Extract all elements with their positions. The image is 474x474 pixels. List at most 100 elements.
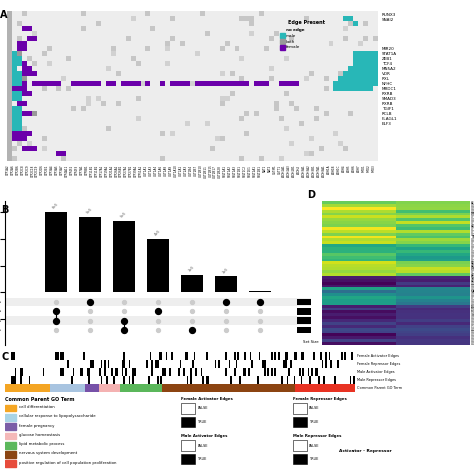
Text: CYP1A2: CYP1A2 xyxy=(6,165,9,175)
Bar xyxy=(293,403,307,414)
Point xyxy=(86,326,93,334)
Text: FMO3: FMO3 xyxy=(371,165,375,173)
Text: UGT1A9: UGT1A9 xyxy=(169,165,173,176)
Text: FALSE: FALSE xyxy=(309,444,319,447)
Bar xyxy=(5,405,16,411)
Point xyxy=(154,298,162,306)
Text: Male Repressor Edges: Male Repressor Edges xyxy=(357,378,396,383)
Text: NFHC: NFHC xyxy=(382,82,393,86)
Text: CYP21A2: CYP21A2 xyxy=(109,165,113,177)
Text: CYP19A1: CYP19A1 xyxy=(104,165,109,177)
Text: CYP11B1: CYP11B1 xyxy=(90,165,94,177)
Text: Female Activator Edges: Female Activator Edges xyxy=(0,319,1,323)
Text: MIR20: MIR20 xyxy=(382,47,394,52)
Bar xyxy=(215,276,237,292)
Text: UGT2B7: UGT2B7 xyxy=(193,165,198,176)
Bar xyxy=(293,454,307,464)
Text: Male Activator Edges: Male Activator Edges xyxy=(357,370,395,374)
Text: UGT1A8: UGT1A8 xyxy=(164,165,168,176)
Bar xyxy=(181,403,195,414)
Text: positive regulation of cell population proliferation: positive regulation of cell population p… xyxy=(18,461,116,465)
Text: SULT1E1: SULT1E1 xyxy=(248,165,252,177)
Text: UGT2B17: UGT2B17 xyxy=(213,165,217,178)
Text: SULT2A1: SULT2A1 xyxy=(253,165,257,177)
Text: female: female xyxy=(286,46,300,49)
Point xyxy=(52,298,60,306)
Text: CYP3A5: CYP3A5 xyxy=(55,165,59,175)
Text: 4e5: 4e5 xyxy=(154,229,162,237)
Bar xyxy=(293,440,307,451)
Text: UGT1A4: UGT1A4 xyxy=(154,165,158,176)
Text: CYP26A1: CYP26A1 xyxy=(114,165,118,177)
Text: CYP27A1: CYP27A1 xyxy=(124,165,128,177)
Text: CYP2C19: CYP2C19 xyxy=(36,165,39,177)
Text: STAT1A: STAT1A xyxy=(382,53,397,56)
Text: ALDH3B1: ALDH3B1 xyxy=(312,165,316,177)
Bar xyxy=(280,27,285,32)
Bar xyxy=(5,298,310,306)
Point xyxy=(52,326,60,334)
Text: TGIF1: TGIF1 xyxy=(382,107,393,111)
Text: ADH1C: ADH1C xyxy=(337,165,341,174)
Point xyxy=(222,298,229,306)
Text: D: D xyxy=(307,190,315,200)
Point xyxy=(86,298,93,306)
Text: MN5A2: MN5A2 xyxy=(382,67,396,71)
Text: CYP2D6: CYP2D6 xyxy=(40,165,44,175)
Text: ALDH2: ALDH2 xyxy=(297,165,301,174)
Bar xyxy=(5,433,16,439)
Point xyxy=(120,326,128,334)
Point xyxy=(256,308,264,315)
Text: NAT2: NAT2 xyxy=(268,165,272,172)
Point xyxy=(188,326,195,334)
Text: A: A xyxy=(0,9,7,20)
Text: Male Repressor Edges: Male Repressor Edges xyxy=(293,435,341,438)
Text: 5e5: 5e5 xyxy=(86,207,94,215)
Text: CYP2B6: CYP2B6 xyxy=(16,165,19,175)
Text: C: C xyxy=(1,352,9,363)
Bar xyxy=(146,239,169,292)
Point xyxy=(86,317,93,325)
Text: CYP17A1: CYP17A1 xyxy=(100,165,104,177)
Bar xyxy=(280,45,285,50)
Bar xyxy=(280,33,285,38)
Bar xyxy=(5,414,16,421)
Text: ADH4: ADH4 xyxy=(342,165,346,173)
Bar xyxy=(5,451,16,458)
Point xyxy=(154,326,162,334)
Text: UGT1A10: UGT1A10 xyxy=(173,165,178,177)
Text: CYP27B1: CYP27B1 xyxy=(129,165,133,177)
Text: Male Repressor Edges: Male Repressor Edges xyxy=(0,300,1,304)
Point xyxy=(120,298,128,306)
Point xyxy=(222,317,229,325)
Text: RXRB: RXRB xyxy=(382,102,393,106)
Text: Activator - Repressor: Activator - Repressor xyxy=(339,449,392,453)
Text: ZEB1: ZEB1 xyxy=(382,57,392,62)
Text: FALSE: FALSE xyxy=(198,407,208,410)
Point xyxy=(188,298,195,306)
Point xyxy=(222,326,229,334)
Bar xyxy=(293,417,307,427)
Text: both: both xyxy=(286,39,295,44)
Point xyxy=(120,308,128,315)
Text: ALDH1B1: ALDH1B1 xyxy=(292,165,296,177)
Text: SULT1C2: SULT1C2 xyxy=(243,165,247,177)
Text: male: male xyxy=(286,34,296,37)
Text: Edge Present: Edge Present xyxy=(288,19,325,25)
Text: Female Activator Edges: Female Activator Edges xyxy=(181,397,233,401)
Text: no edge: no edge xyxy=(286,27,304,32)
Text: VDR: VDR xyxy=(382,73,391,76)
Text: 1e5: 1e5 xyxy=(222,266,229,274)
Text: MRDC1: MRDC1 xyxy=(382,87,397,91)
Text: RUNX3: RUNX3 xyxy=(382,13,396,17)
Text: CYP2E1: CYP2E1 xyxy=(45,165,49,175)
Point xyxy=(154,317,162,325)
Text: glucose homeostasis: glucose homeostasis xyxy=(18,433,60,437)
Point xyxy=(256,326,264,334)
Text: UGT1A6: UGT1A6 xyxy=(159,165,163,176)
Bar xyxy=(297,308,323,315)
Text: lipid metabolic process: lipid metabolic process xyxy=(18,442,64,446)
Text: UGT2B10: UGT2B10 xyxy=(199,165,202,177)
Text: CYP2C18: CYP2C18 xyxy=(30,165,35,177)
Bar xyxy=(5,423,16,430)
